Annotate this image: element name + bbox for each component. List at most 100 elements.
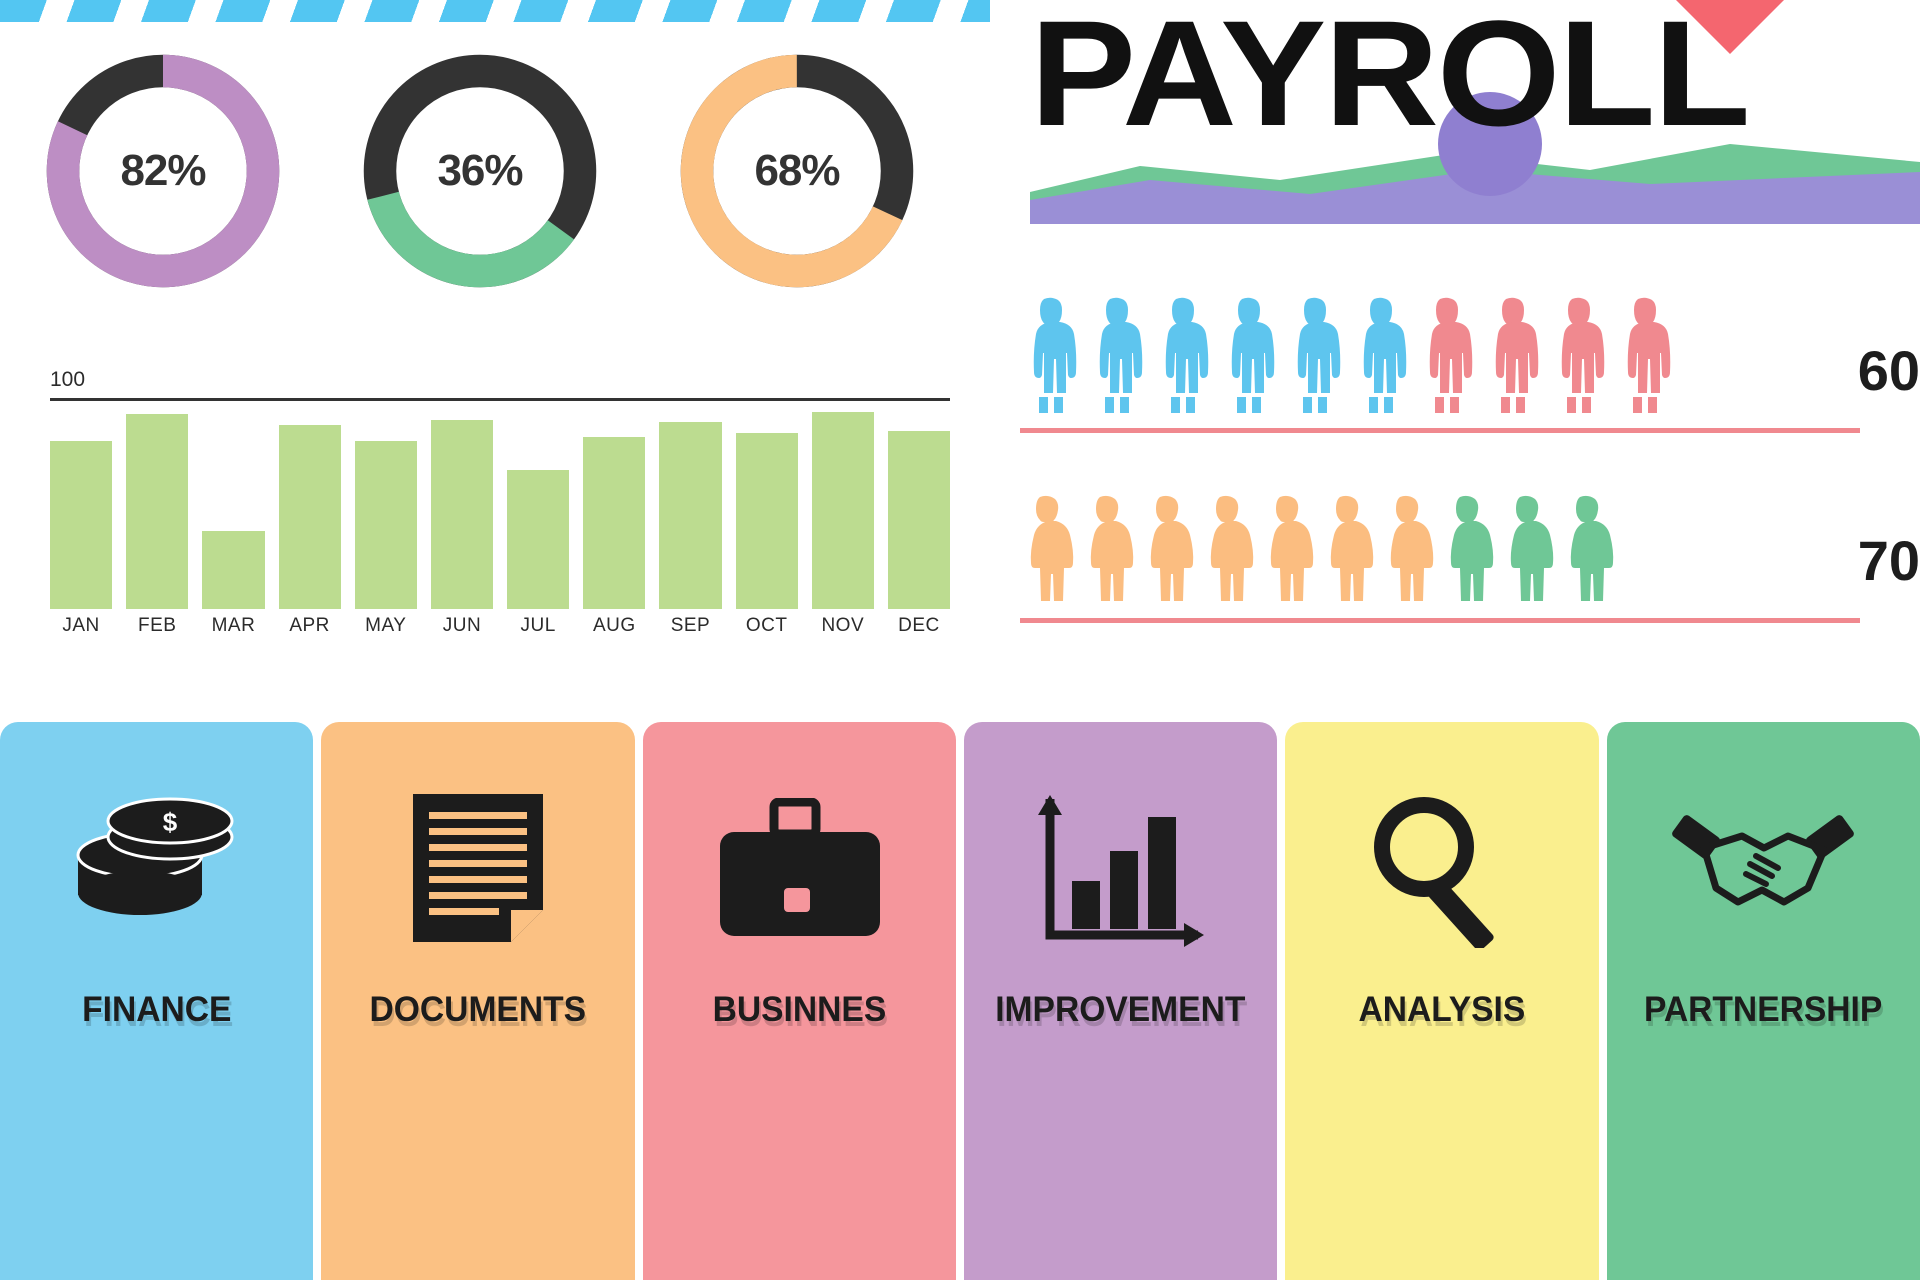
donut-label-1: 82% — [120, 146, 206, 195]
female-figure-icon-wrapper — [1440, 495, 1496, 605]
female-figure-icon — [1150, 495, 1194, 601]
bar-label-feb: FEB — [138, 615, 177, 636]
donut-chart-3: 68% — [672, 46, 922, 296]
bar-label-oct: OCT — [745, 615, 788, 636]
bar-chart-month-labels: JAN FEB MAR APR MAY JUN JUL AUG SEP OCT NOV DEC — [50, 615, 950, 637]
bar-sep — [659, 422, 722, 609]
bar-feb — [126, 414, 189, 609]
donut-label-3: 68% — [754, 146, 840, 195]
diagonal-stripe-band — [0, 0, 990, 22]
female-figure-icon — [1510, 495, 1554, 601]
bar-nov — [811, 412, 874, 609]
bar-may — [354, 440, 417, 609]
male-figure-icon-wrapper — [1350, 297, 1412, 415]
card-label-documents: DOCUMENTS — [369, 990, 587, 1029]
bar-growth-icon — [1036, 790, 1206, 950]
bar-label-nov: NOV — [821, 615, 865, 636]
handshake-icon — [1668, 790, 1858, 950]
bar-label-sep: SEP — [670, 615, 711, 636]
male-figure-icon — [1297, 297, 1341, 413]
card-documents[interactable]: DOCUMENTS — [321, 722, 635, 1280]
female-figure-icon-wrapper — [1020, 495, 1076, 605]
female-figure-icon — [1450, 495, 1494, 601]
donut-chart-2: 36% — [355, 46, 605, 296]
female-figure-icon-wrapper — [1260, 495, 1316, 605]
bar-label-dec: DEC — [898, 615, 940, 636]
bar-chart-axis-max-label: 100 — [50, 368, 86, 391]
donut-label-2: 36% — [437, 146, 523, 195]
card-label-improvement: IMPROVEMENT — [995, 990, 1246, 1029]
bar-aug — [583, 436, 646, 609]
female-figure-icon-wrapper — [1320, 495, 1376, 605]
bar-column — [735, 404, 798, 609]
female-figure-icon-wrapper — [1560, 495, 1616, 605]
monthly-bar-chart: 100 JAN FEB MAR APR MAY JUN JUL AUG SEP OCT NOV DEC — [50, 368, 960, 658]
svg-text:$: $ — [162, 807, 177, 837]
male-figure-icon — [1495, 297, 1539, 413]
male-figure-icon — [1561, 297, 1605, 413]
bar-column — [354, 404, 417, 609]
donut-ring-3 — [680, 54, 914, 288]
bar-jan — [50, 440, 113, 609]
female-figure-icon — [1570, 495, 1614, 601]
bar-label-jun: JUN — [442, 615, 482, 636]
card-finance[interactable]: $ FINANCE — [0, 722, 314, 1280]
bar-label-jul: JUL — [520, 615, 556, 636]
card-improvement[interactable]: IMPROVEMENT — [963, 722, 1278, 1280]
bar-oct — [735, 432, 798, 609]
female-figure-icon-wrapper — [1500, 495, 1556, 605]
donut-chart-1: 82% — [38, 46, 288, 296]
female-figure-icon — [1390, 495, 1434, 601]
bar-column — [811, 404, 874, 609]
card-analysis[interactable]: ANALYSIS — [1285, 722, 1599, 1280]
male-figure-icon-wrapper — [1086, 297, 1148, 415]
female-figure-icon-wrapper — [1080, 495, 1136, 605]
card-label-partnership: PARTNERSHIP — [1644, 990, 1883, 1029]
card-partnership[interactable]: PARTNERSHIP — [1606, 722, 1920, 1280]
female-figure-icon — [1210, 495, 1254, 601]
payroll-heading-block: PAYROLL — [1030, 0, 1920, 224]
female-figure-icon — [1270, 495, 1314, 601]
pictogram-value-female: 70 — [1857, 529, 1920, 592]
male-figure-icon — [1165, 297, 1209, 413]
female-figure-icon-wrapper — [1200, 495, 1256, 605]
pictogram-rule-female — [1020, 618, 1860, 623]
headcount-pictogram: 60 70 — [1020, 290, 1920, 645]
magnifier-icon — [1362, 790, 1522, 950]
male-figure-icon — [1033, 297, 1077, 413]
bar-label-may: MAY — [365, 615, 407, 636]
bar-label-aug: AUG — [592, 615, 636, 636]
bar-column — [583, 404, 646, 609]
male-figure-icon-wrapper — [1548, 297, 1610, 415]
donut-ring-2 — [363, 54, 597, 288]
female-figure-icon-wrapper — [1380, 495, 1436, 605]
payroll-decorative-shapes — [1030, 0, 1920, 224]
bar-chart-plot-area — [50, 404, 951, 609]
bar-column — [50, 404, 113, 609]
document-icon — [403, 790, 553, 950]
female-figure-icon — [1030, 495, 1074, 601]
male-figure-icon-wrapper — [1020, 297, 1082, 415]
briefcase-icon — [712, 790, 887, 950]
pictogram-figures-male — [1020, 290, 1671, 415]
male-figure-icon — [1231, 297, 1275, 413]
card-label-business: BUSINNES — [712, 990, 887, 1029]
bar-column — [278, 404, 341, 609]
donut-gauge-group: 82% 36% 68% — [0, 46, 990, 296]
bar-apr — [278, 424, 341, 609]
bar-column — [659, 404, 722, 609]
card-business[interactable]: BUSINNES — [642, 722, 956, 1280]
bar-jun — [430, 420, 494, 609]
bar-column — [126, 404, 189, 609]
bar-mar — [202, 531, 265, 609]
male-figure-icon — [1099, 297, 1143, 413]
bar-column — [887, 404, 951, 609]
bar-label-jan: JAN — [62, 615, 100, 636]
pictogram-rule-male — [1020, 428, 1860, 433]
male-figure-icon-wrapper — [1482, 297, 1544, 415]
pictogram-value-male: 60 — [1857, 339, 1920, 402]
male-figure-icon-wrapper — [1416, 297, 1478, 415]
bar-column — [202, 404, 265, 609]
male-figure-icon — [1627, 297, 1671, 413]
